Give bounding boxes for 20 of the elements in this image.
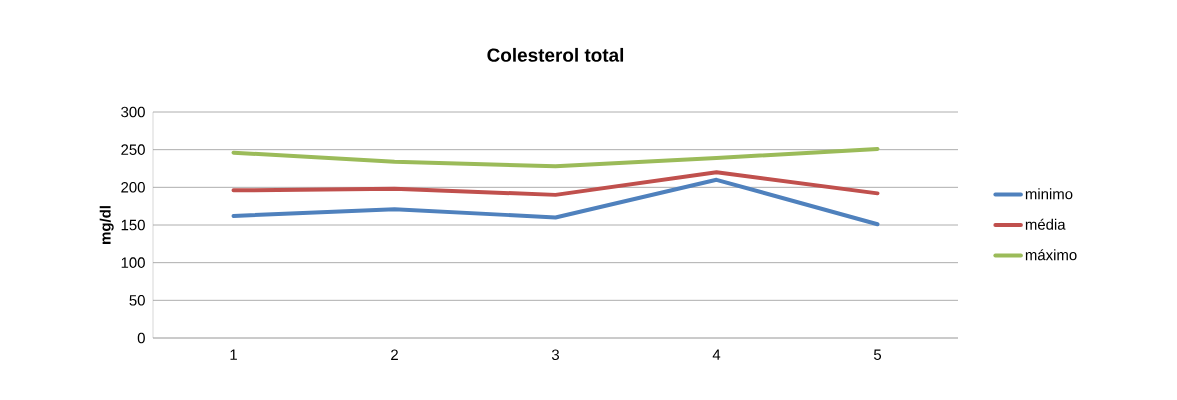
legend-label: média <box>1025 218 1066 230</box>
x-tick-label: 2 <box>391 349 398 360</box>
line-series <box>231 146 880 169</box>
y-tick-label: 150 <box>121 219 145 231</box>
x-tick-label: 3 <box>551 349 560 361</box>
legend-label: minimo <box>1025 188 1073 200</box>
y-tick-label: 50 <box>129 295 145 306</box>
x-tick-label: 5 <box>873 349 882 360</box>
y-tick-label: 200 <box>121 182 145 193</box>
line-series <box>231 177 880 227</box>
legend-label: máximo <box>1025 249 1077 261</box>
x-tick-label: 1 <box>230 349 237 360</box>
y-tick-label: 300 <box>121 106 145 118</box>
y-tick-label: 100 <box>121 257 145 268</box>
line-series <box>231 170 880 197</box>
y-axis-title: mg/dl <box>99 206 114 244</box>
x-tick-label: 4 <box>712 349 721 360</box>
chart-title: Colesterol total <box>487 47 624 62</box>
y-tick-label: 0 <box>137 332 145 344</box>
y-tick-label: 250 <box>121 144 145 155</box>
